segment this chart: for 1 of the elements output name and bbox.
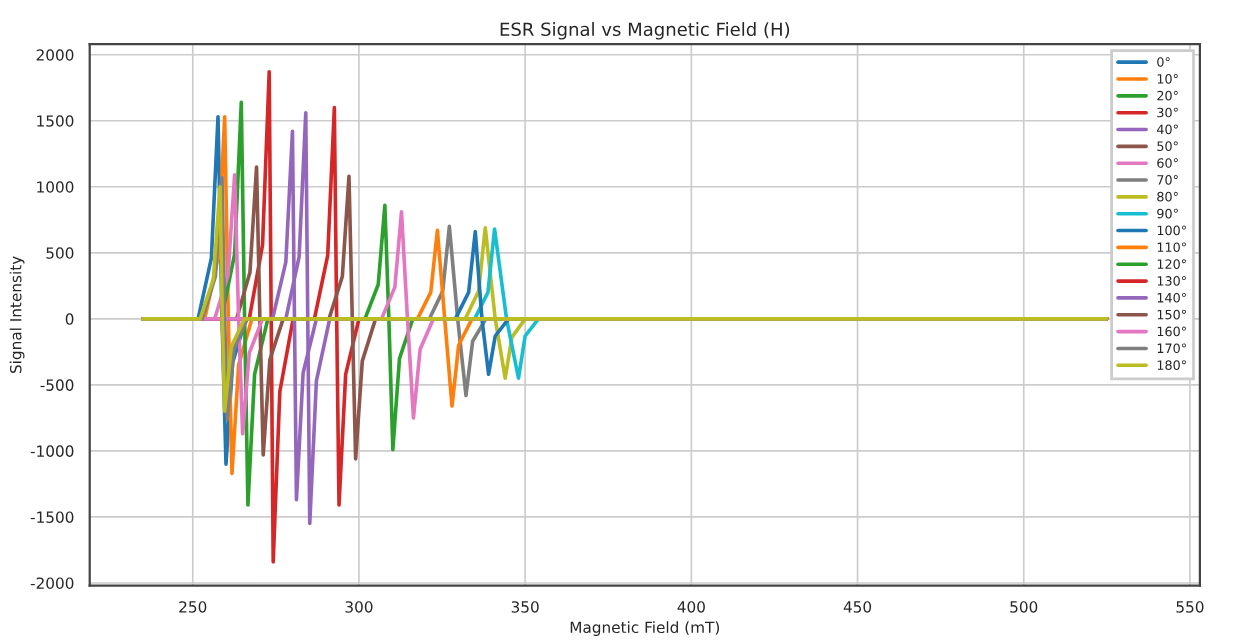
chart-title: ESR Signal vs Magnetic Field (H) [500,22,790,40]
